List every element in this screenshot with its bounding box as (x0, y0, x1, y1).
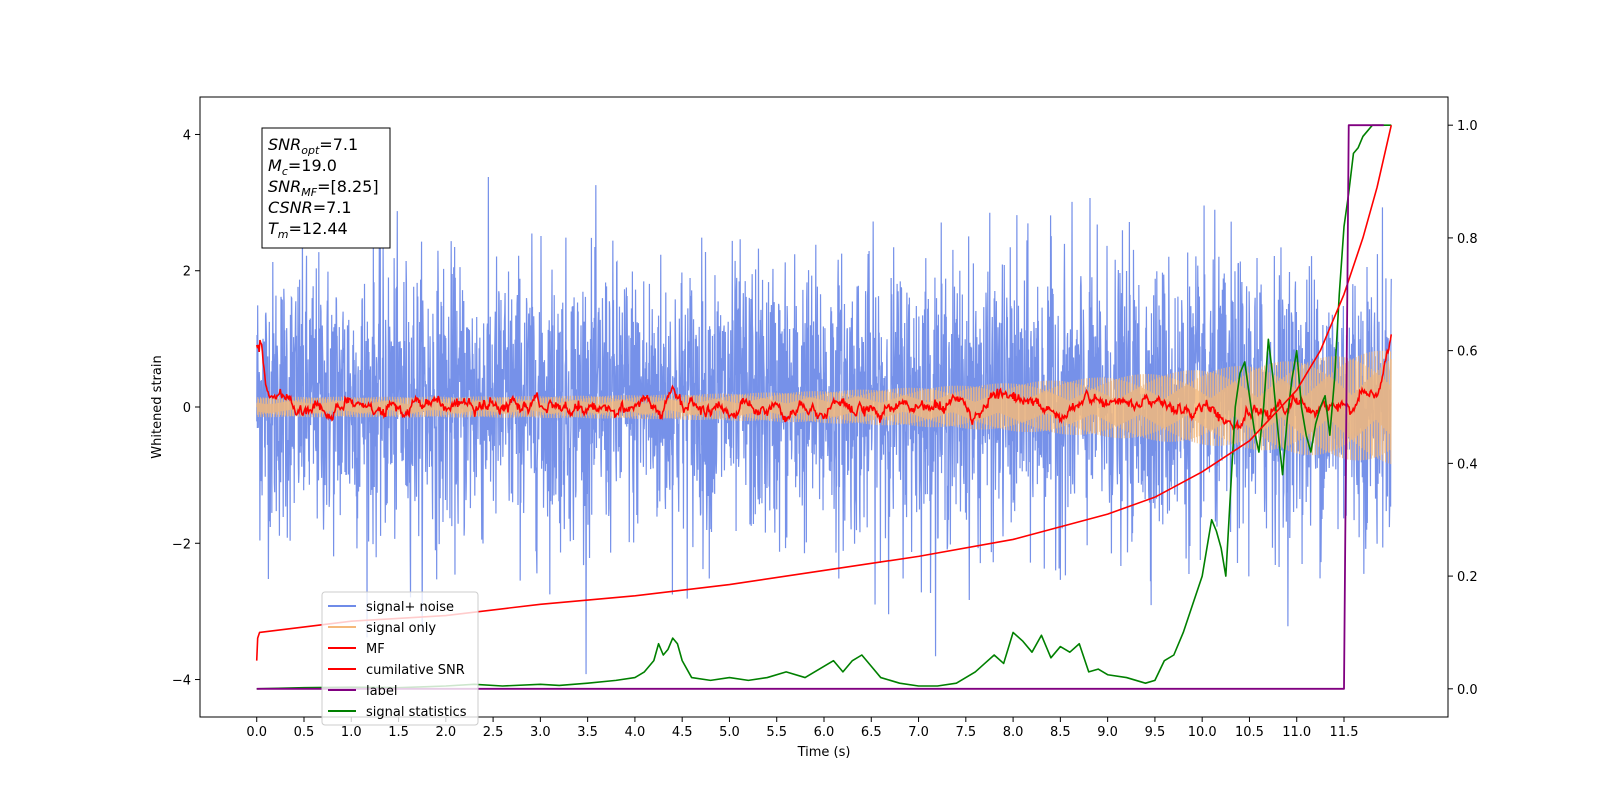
x-axis: 0.0 0.5 1.0 1.5 2.0 2.5 3.0 3.5 4.0 4.5 5.0 5.5 6.0 6… (246, 717, 1358, 740)
y-tick-label: −2 (172, 537, 191, 552)
x-tick-label: 0.5 (294, 725, 315, 740)
info-value: =19.0 (288, 156, 337, 175)
legend-entry: label (366, 684, 397, 699)
info-line: Tm=12.44 (268, 219, 348, 241)
x-tick-label: 1.0 (341, 725, 362, 740)
info-value: =7.1 (313, 198, 352, 217)
x-tick-label: 2.5 (483, 725, 504, 740)
info-symbol: CSNR (268, 198, 313, 217)
x-axis-label: Time (s) (797, 745, 851, 760)
signal-statistics-line (256, 124, 1392, 690)
info-line: SNRopt=7.1 (268, 135, 358, 157)
x-tick-label: 7.0 (908, 725, 929, 740)
legend-entry: cumilative SNR (366, 663, 465, 678)
info-symbol: T (268, 219, 279, 238)
x-tick-label: 7.5 (955, 725, 976, 740)
y2-tick-label: 0.8 (1457, 232, 1478, 247)
x-tick-label: 11.0 (1282, 725, 1311, 740)
legend-entry: signal+ noise (366, 600, 454, 615)
info-box: SNRopt=7.1Mc=19.0SNRMF=[8.25]CSNR=7.1Tm=… (261, 127, 391, 249)
info-symbol: M (268, 156, 282, 175)
x-tick-label: 0.0 (246, 725, 267, 740)
info-subscript: m (278, 228, 289, 241)
x-tick-label: 10.5 (1235, 725, 1264, 740)
x-tick-label: 5.0 (719, 725, 740, 740)
info-subscript: opt (301, 144, 320, 157)
y2-tick-label: 0.0 (1457, 683, 1478, 698)
legend-entry: MF (366, 642, 385, 657)
x-tick-label: 1.5 (388, 725, 409, 740)
mf-line (255, 334, 1393, 431)
legend-entry: signal statistics (366, 705, 467, 720)
x-tick-label: 5.5 (766, 725, 787, 740)
x-tick-label: 8.0 (1003, 725, 1024, 740)
x-tick-label: 2.0 (435, 725, 456, 740)
y2-tick-label: 0.6 (1457, 345, 1478, 360)
x-tick-label: 6.5 (861, 725, 882, 740)
info-symbol: SNR (268, 135, 301, 154)
x-tick-label: 4.5 (672, 725, 693, 740)
info-subscript: c (282, 165, 288, 178)
x-tick-label: 3.0 (530, 725, 551, 740)
legend-entry: signal only (366, 621, 436, 636)
x-tick-label: 9.5 (1145, 725, 1166, 740)
label-line (256, 124, 1384, 690)
y-tick-label: 4 (183, 128, 191, 143)
x-tick-label: 4.0 (625, 725, 646, 740)
y-tick-label: 0 (183, 401, 191, 416)
y-tick-label: 2 (183, 265, 191, 280)
x-tick-label: 8.5 (1050, 725, 1071, 740)
info-line: Mc=19.0 (268, 156, 337, 178)
info-box-frame (261, 127, 391, 249)
line-series-group (255, 124, 1393, 690)
legend-frame (321, 591, 479, 726)
y-axis-left: −4 −2 0 2 4 (172, 128, 200, 689)
y2-tick-label: 0.2 (1457, 570, 1478, 585)
y-axis-label: Whitened strain (150, 355, 165, 458)
x-tick-label: 9.0 (1097, 725, 1118, 740)
info-value: =[8.25] (317, 177, 379, 196)
x-tick-label: 11.5 (1330, 725, 1359, 740)
x-tick-label: 3.5 (577, 725, 598, 740)
info-symbol: SNR (268, 177, 301, 196)
y2-tick-label: 1.0 (1457, 119, 1478, 134)
x-tick-label: 10.0 (1188, 725, 1217, 740)
info-line: SNRMF=[8.25] (268, 177, 379, 199)
info-value: =12.44 (289, 219, 348, 238)
info-value: =7.1 (319, 135, 358, 154)
info-subscript: MF (301, 186, 317, 199)
y-axis-right: 0.0 0.2 0.4 0.6 0.8 1.0 (1448, 119, 1478, 698)
y-tick-label: −4 (172, 674, 191, 689)
info-line: CSNR=7.1 (268, 198, 352, 217)
y2-tick-label: 0.4 (1457, 457, 1478, 472)
x-tick-label: 6.0 (814, 725, 835, 740)
legend: signal+ noise signal only MF cumilative SNR… (321, 591, 479, 726)
